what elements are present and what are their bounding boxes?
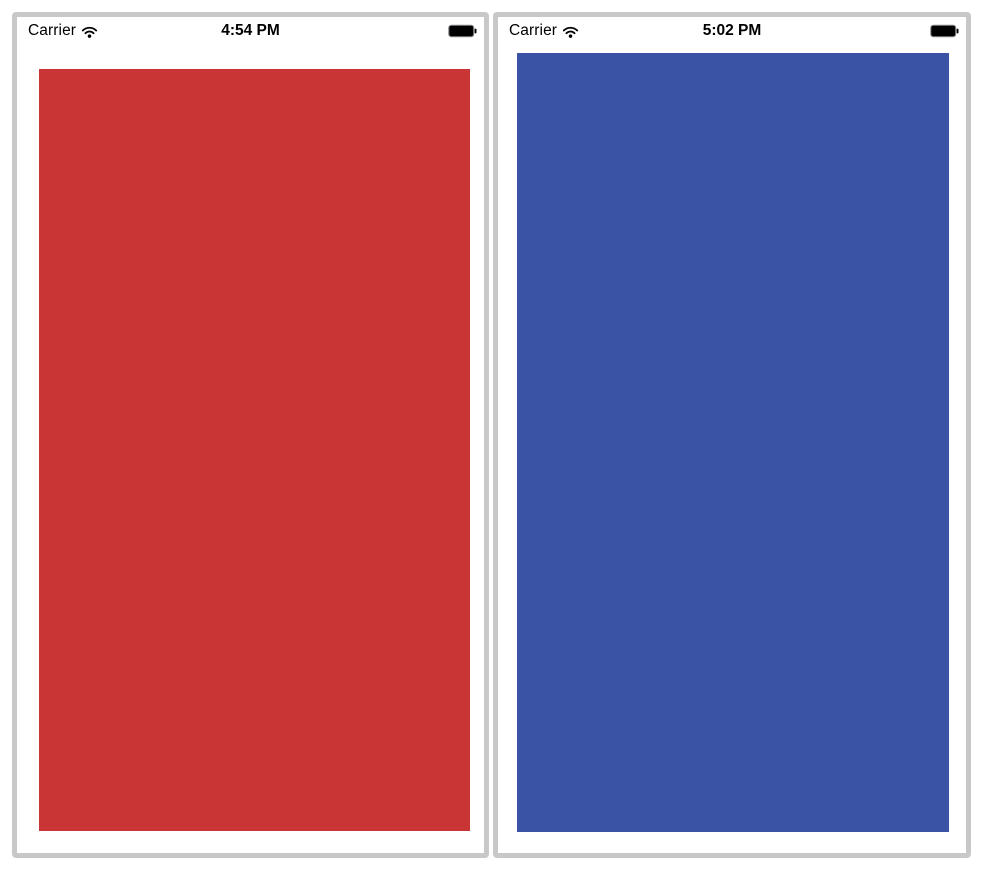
- carrier-label: Carrier: [509, 22, 558, 39]
- simulator-window-left: Carrier 4:54 PM: [12, 12, 489, 858]
- simulator-window-right: Carrier 5:02 PM: [493, 12, 971, 858]
- status-bar: Carrier 4:54 PM: [17, 17, 484, 45]
- blue-color-panel: [517, 53, 949, 832]
- battery-icon: [448, 24, 477, 38]
- red-color-panel: [39, 69, 470, 831]
- time-label: 4:54 PM: [221, 22, 280, 39]
- carrier-label: Carrier: [28, 22, 77, 39]
- status-bar-left-group: Carrier: [28, 22, 98, 40]
- wifi-icon: [81, 25, 98, 38]
- simulator-screen-right: Carrier 5:02 PM: [498, 17, 966, 853]
- time-label: 5:02 PM: [702, 22, 762, 39]
- status-bar-right-group: [448, 24, 477, 38]
- simulator-screen-left: Carrier 4:54 PM: [17, 17, 484, 853]
- status-bar: Carrier 5:02 PM: [498, 17, 966, 45]
- wifi-icon: [562, 25, 579, 38]
- battery-icon: [930, 24, 959, 38]
- status-bar-left-group: Carrier: [509, 22, 579, 40]
- status-bar-right-group: [930, 24, 959, 38]
